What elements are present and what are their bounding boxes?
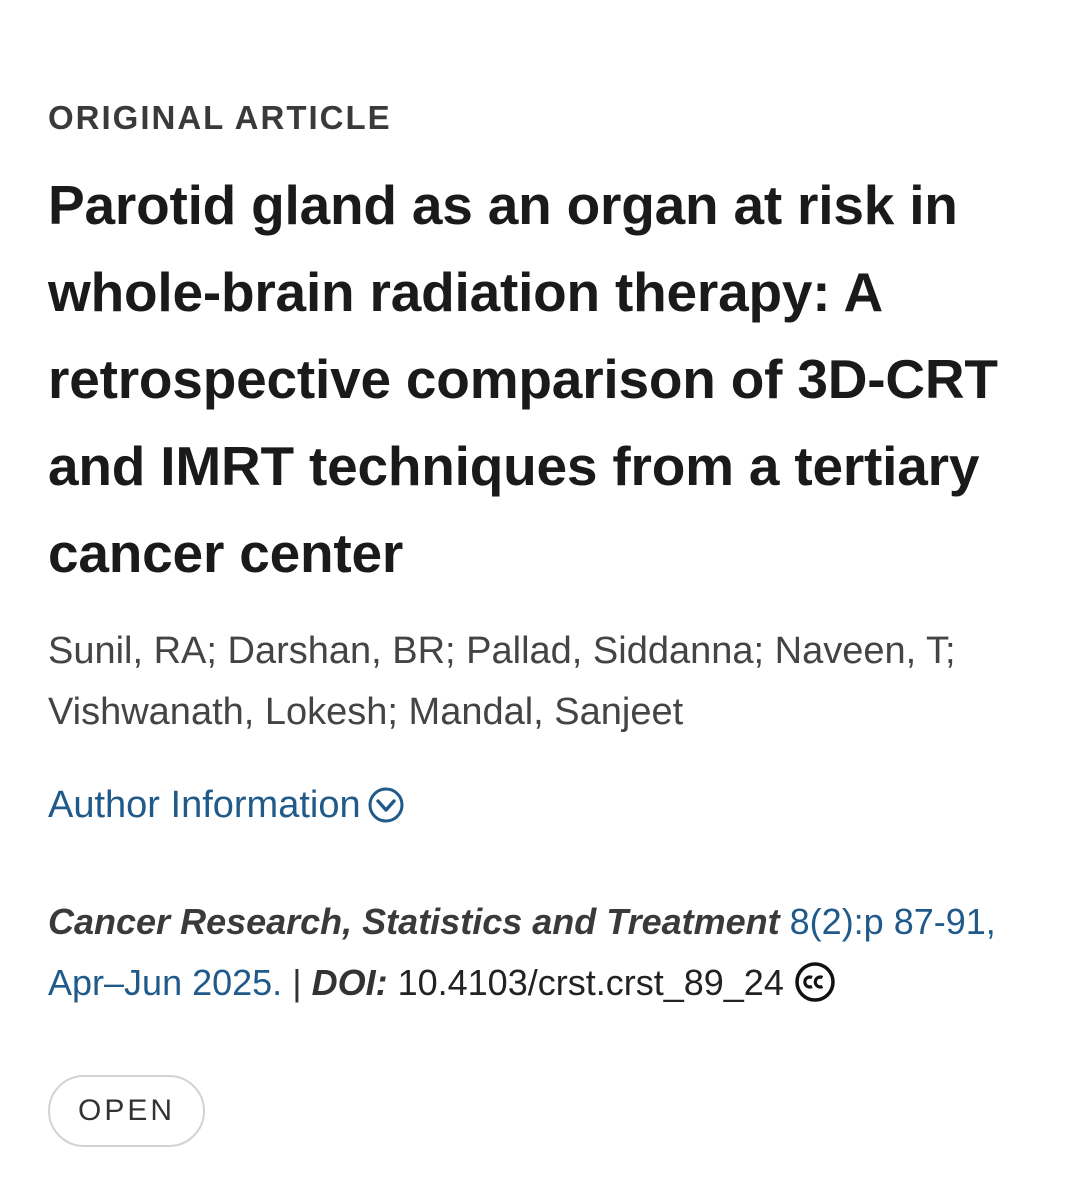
issue-pages-link[interactable]: 8(2):p 87-91, Apr–Jun 2025. [48, 901, 996, 1003]
author-information-toggle[interactable]: Author Information [48, 777, 1038, 833]
journal-name: Cancer Research, Statistics and Treatmen… [48, 901, 780, 942]
article-header: ORIGINAL ARTICLE Parotid gland as an org… [48, 96, 1038, 1147]
doi-value: 10.4103/crst.crst_89_24 [397, 962, 784, 1003]
author-information-label: Author Information [48, 784, 361, 826]
creative-commons-icon [795, 962, 835, 1002]
citation-separator: | [292, 962, 302, 1003]
citation: Cancer Research, Statistics and Treatmen… [48, 891, 1038, 1013]
open-access-badge: OPEN [48, 1075, 206, 1147]
doi-label: DOI: [311, 962, 388, 1003]
author-list: Sunil, RA; Darshan, BR; Pallad, Siddanna… [48, 630, 956, 733]
article-type-label: ORIGINAL ARTICLE [48, 99, 392, 136]
chevron-down-circle-icon [368, 787, 404, 823]
article-title: Parotid gland as an organ at risk in who… [48, 174, 998, 584]
